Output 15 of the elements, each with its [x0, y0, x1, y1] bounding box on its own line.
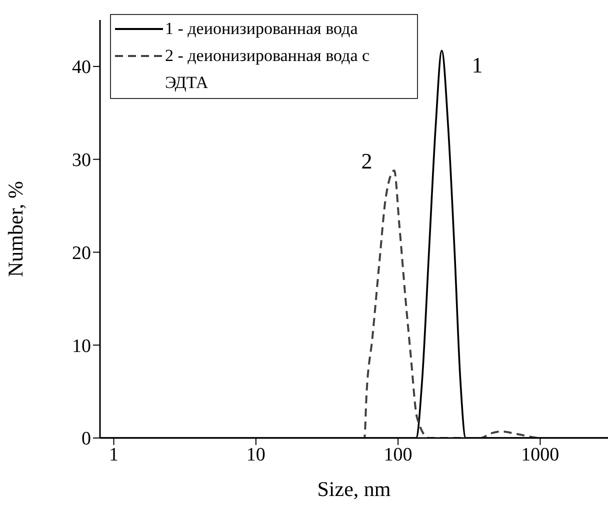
annotation: 1 [472, 52, 483, 78]
y-tick-label: 40 [72, 57, 91, 78]
y-tick-label: 10 [72, 336, 91, 357]
legend-label: 1 - деионизированная вода [165, 18, 359, 40]
y-tick-label: 30 [72, 150, 91, 172]
x-tick-label: 1000 [521, 444, 560, 466]
y-axis-title: Number, % [3, 181, 28, 277]
x-tick-label: 100 [384, 444, 412, 466]
x-axis-title: Size, nm [317, 477, 391, 501]
annotation: 2 [361, 148, 372, 174]
legend-label: 2 - деионизированная вода с ЭДТА [165, 45, 371, 94]
x-tick-label: 1 [109, 444, 119, 466]
y-tick-label: 0 [82, 428, 91, 450]
x-tick-label: 10 [246, 444, 266, 466]
y-tick-label: 20 [72, 242, 91, 264]
